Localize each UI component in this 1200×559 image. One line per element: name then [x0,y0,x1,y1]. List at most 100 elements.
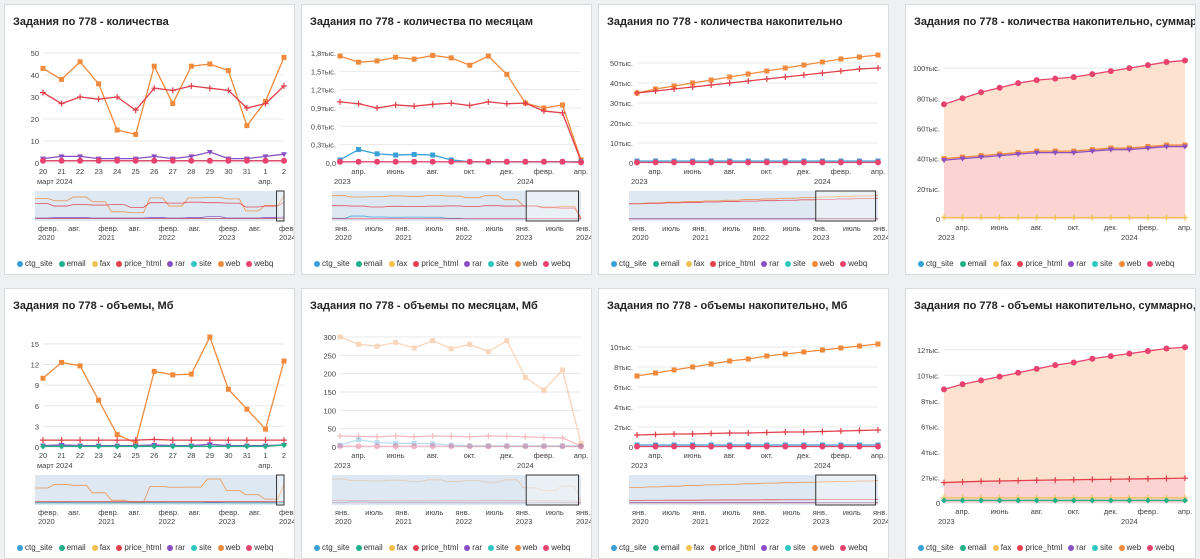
legend-item-ctg_site[interactable]: ctg_site [611,543,647,552]
point-web-6[interactable] [746,72,751,77]
point-price_html-12[interactable] [559,435,565,441]
legend-item-webq[interactable]: webq [246,543,273,552]
legend-item-webq[interactable]: webq [840,543,867,552]
legend-item-price_html[interactable]: price_html [1017,259,1062,268]
point-web-8[interactable] [189,372,194,377]
legend-item-web[interactable]: web [218,543,241,552]
point-price_html-7[interactable] [467,434,473,440]
legend-item-price_html[interactable]: price_html [710,543,755,552]
point-web-9[interactable] [801,350,806,355]
point-webq-5[interactable] [430,443,436,449]
point-web-10[interactable] [820,60,825,65]
point-web-7[interactable] [170,101,175,106]
legend-item-site[interactable]: site [1092,259,1112,268]
point-price_html-0[interactable] [337,433,343,439]
point-web-0[interactable] [41,376,46,381]
legend-item-fax[interactable]: fax [686,259,705,268]
point-webq-0[interactable] [337,443,343,449]
point-price_html-11[interactable] [838,428,844,434]
point-webq-7[interactable] [467,159,473,165]
point-webq-7[interactable] [467,443,473,449]
point-webq-9[interactable] [504,443,510,449]
point-web-2[interactable] [375,58,380,63]
point-web-4[interactable] [709,78,714,83]
point-webq-7[interactable] [764,159,770,165]
legend-item-rar[interactable]: rar [761,543,779,552]
point-price_html-4[interactable] [411,434,417,440]
point-price_html-10[interactable] [522,434,528,440]
chart-canvas[interactable]: 02тыс.4тыс.6тыс.8тыс.10тыс.12тыс.апр.июн… [906,289,1196,559]
point-web-10[interactable] [820,348,825,353]
point-price_html-11[interactable] [838,68,844,74]
legend-item-price_html[interactable]: price_html [116,543,161,552]
point-webq-4[interactable] [1015,370,1021,376]
point-ctg_site-2[interactable] [375,151,380,156]
point-web-9[interactable] [504,338,509,343]
legend-item-web[interactable]: web [1119,259,1142,268]
point-web-4[interactable] [115,128,120,133]
point-web-7[interactable] [467,63,472,68]
legend-item-fax[interactable]: fax [389,259,408,268]
legend-item-webq[interactable]: webq [246,259,273,268]
legend-item-ctg_site[interactable]: ctg_site [918,259,954,268]
point-price_html-1[interactable] [653,432,659,438]
point-webq-4[interactable] [411,443,417,449]
point-web-5[interactable] [430,338,435,343]
point-price_html-10[interactable] [819,429,825,435]
point-webq-0[interactable] [634,444,640,450]
point-price_html-9[interactable] [801,429,807,435]
legend-item-webq[interactable]: webq [1147,543,1174,552]
point-webq-1[interactable] [960,381,966,387]
legend-item-email[interactable]: email [356,543,383,552]
point-webq-0[interactable] [634,159,640,165]
navigator-window[interactable] [816,191,876,221]
point-price_html-7[interactable] [170,437,176,443]
point-webq-3[interactable] [690,159,696,165]
point-web-5[interactable] [133,132,138,137]
legend-item-email[interactable]: email [356,259,383,268]
point-price_html-5[interactable] [430,433,436,439]
point-price_html-6[interactable] [151,436,157,442]
navigator-window[interactable] [526,475,578,505]
point-webq-6[interactable] [745,444,751,450]
series-web[interactable] [41,335,287,446]
point-webq-6[interactable] [1052,362,1058,368]
legend-item-web[interactable]: web [812,543,835,552]
point-web-11[interactable] [244,123,249,128]
point-web-13[interactable] [876,342,881,347]
point-webq-3[interactable] [997,85,1003,91]
point-price_html-7[interactable] [170,87,176,93]
point-webq-10[interactable] [1126,65,1132,71]
legend-item-ctg_site[interactable]: ctg_site [611,259,647,268]
point-web-10[interactable] [226,68,231,73]
legend-item-fax[interactable]: fax [92,259,111,268]
point-price_html-9[interactable] [207,85,213,91]
legend-item-web[interactable]: web [515,543,538,552]
navigator-window[interactable] [277,191,284,221]
point-webq-12[interactable] [1163,59,1169,65]
point-webq-0[interactable] [337,159,343,165]
point-webq-9[interactable] [801,159,807,165]
point-web-3[interactable] [690,365,695,370]
point-price_html-9[interactable] [504,433,510,439]
legend-item-ctg_site[interactable]: ctg_site [17,543,53,552]
point-web-9[interactable] [207,62,212,67]
point-web-12[interactable] [263,427,268,432]
point-webq-11[interactable] [838,444,844,450]
point-web-6[interactable] [746,357,751,362]
point-webq-13[interactable] [1182,58,1188,64]
point-webq-0[interactable] [40,158,46,164]
point-price_html-0[interactable] [40,437,46,443]
point-webq-12[interactable] [856,159,862,165]
point-webq-13[interactable] [281,158,287,164]
legend-item-webq[interactable]: webq [543,543,570,552]
point-price_html-3[interactable] [690,431,696,437]
point-ctg_site-5[interactable] [430,153,435,158]
point-price_html-8[interactable] [782,429,788,435]
point-webq-8[interactable] [188,158,194,164]
legend-item-site[interactable]: site [785,259,805,268]
